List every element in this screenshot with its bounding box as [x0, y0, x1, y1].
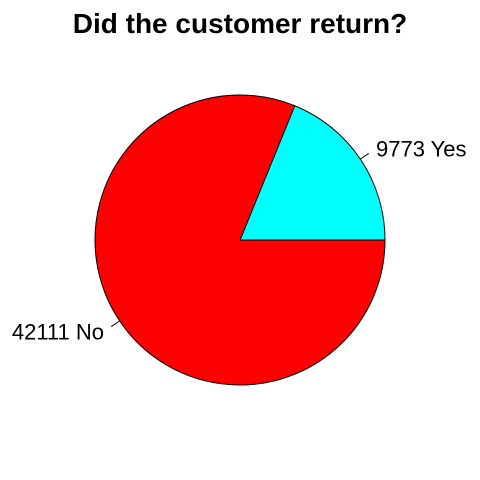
leader-line-no — [111, 321, 119, 327]
slice-label-no: 42111 No — [12, 319, 104, 344]
leader-line-yes — [360, 153, 368, 159]
slice-label-yes: 9773 Yes — [376, 137, 467, 162]
pie-slices — [95, 95, 385, 385]
chart-title: Did the customer return? — [73, 8, 407, 39]
